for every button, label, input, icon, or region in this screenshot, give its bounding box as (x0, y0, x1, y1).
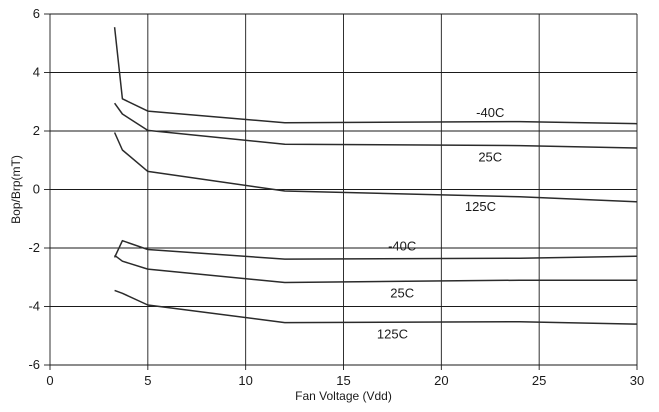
y-tick-label: 4 (33, 65, 40, 80)
series-line (113, 239, 638, 260)
series-label: -40C (476, 105, 504, 120)
x-tick-label: 5 (144, 373, 151, 388)
y-tick-label: 0 (33, 182, 40, 197)
x-tick-label: 30 (630, 373, 644, 388)
series-line (114, 254, 637, 284)
series-line (114, 289, 638, 325)
series-line (113, 102, 638, 149)
series-label: -40C (388, 239, 416, 254)
x-axis-title: Fan Voltage (Vdd) (295, 389, 392, 403)
series-label: 125C (377, 326, 408, 341)
series-label: 25C (478, 149, 502, 164)
x-tick-label: 15 (336, 373, 350, 388)
tick-labels: 0 5 10 15 20 25 30 -6 -4 -2 0 2 4 6 (28, 6, 644, 388)
series-line (113, 27, 638, 125)
y-tick-label: -4 (28, 299, 40, 314)
x-tick-label: 25 (532, 373, 546, 388)
series-label: 25C (390, 285, 414, 300)
y-tick-label: 6 (33, 6, 40, 21)
x-tick-label: 20 (434, 373, 448, 388)
y-tick-label: -2 (28, 240, 40, 255)
series-line (113, 132, 638, 203)
series-label: 125C (465, 199, 496, 214)
series-lines (113, 27, 638, 325)
y-tick-label: 2 (33, 123, 40, 138)
series-labels: -40C 25C 125C -40C 25C 125C (377, 105, 504, 341)
x-tick-label: 0 (46, 373, 53, 388)
x-tick-label: 10 (238, 373, 252, 388)
y-tick-label: -6 (28, 357, 40, 372)
y-axis-title: Bop/Brp(mT) (9, 155, 23, 224)
